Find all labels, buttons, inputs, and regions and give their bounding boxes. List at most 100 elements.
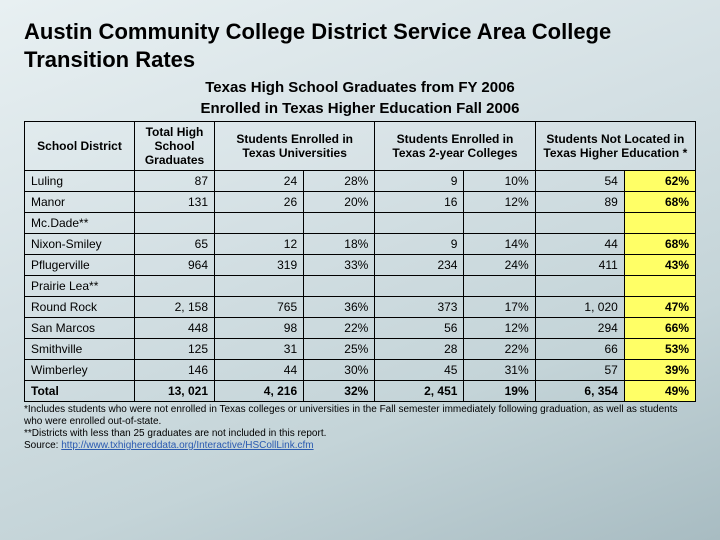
notloc-p-cell: 39% — [624, 360, 695, 381]
table-row: Mc.Dade** — [25, 213, 696, 234]
notloc-p-cell: 66% — [624, 318, 695, 339]
grads-cell: 87 — [135, 171, 215, 192]
district-cell: Wimberley — [25, 360, 135, 381]
notloc-p-cell — [624, 276, 695, 297]
subtitle-line-1: Texas High School Graduates from FY 2006 — [24, 79, 696, 96]
district-cell: Total — [25, 381, 135, 402]
district-cell: Luling — [25, 171, 135, 192]
district-cell: Smithville — [25, 339, 135, 360]
univ-p-cell: 36% — [304, 297, 375, 318]
twoyr-p-cell: 10% — [464, 171, 535, 192]
twoyr-n-cell: 9 — [375, 171, 464, 192]
univ-p-cell: 22% — [304, 318, 375, 339]
grads-cell: 2, 158 — [135, 297, 215, 318]
univ-p-cell: 32% — [304, 381, 375, 402]
notloc-p-cell: 62% — [624, 171, 695, 192]
col-district: School District — [25, 122, 135, 171]
district-cell: Pflugerville — [25, 255, 135, 276]
twoyr-p-cell: 22% — [464, 339, 535, 360]
table-row: Prairie Lea** — [25, 276, 696, 297]
univ-n-cell: 4, 216 — [215, 381, 304, 402]
notloc-n-cell: 54 — [535, 171, 624, 192]
notloc-n-cell: 57 — [535, 360, 624, 381]
twoyr-p-cell: 19% — [464, 381, 535, 402]
twoyr-n-cell: 2, 451 — [375, 381, 464, 402]
district-cell: Prairie Lea** — [25, 276, 135, 297]
footnote-source-label: Source: — [24, 440, 61, 451]
univ-n-cell: 98 — [215, 318, 304, 339]
twoyr-n-cell: 56 — [375, 318, 464, 339]
notloc-n-cell — [535, 213, 624, 234]
grads-cell: 13, 021 — [135, 381, 215, 402]
univ-n-cell — [215, 276, 304, 297]
univ-n-cell: 24 — [215, 171, 304, 192]
univ-p-cell: 30% — [304, 360, 375, 381]
notloc-p-cell — [624, 213, 695, 234]
notloc-n-cell: 411 — [535, 255, 624, 276]
table-row: Manor1312620%1612%8968% — [25, 192, 696, 213]
transition-rates-table: School District Total High School Gradua… — [24, 121, 696, 402]
notloc-n-cell: 1, 020 — [535, 297, 624, 318]
subtitle-line-2: Enrolled in Texas Higher Education Fall … — [24, 100, 696, 117]
page-title: Austin Community College District Servic… — [24, 18, 696, 73]
twoyr-p-cell: 17% — [464, 297, 535, 318]
table-header-row: School District Total High School Gradua… — [25, 122, 696, 171]
table-row: San Marcos4489822%5612%29466% — [25, 318, 696, 339]
col-universities: Students Enrolled in Texas Universities — [215, 122, 375, 171]
univ-n-cell: 26 — [215, 192, 304, 213]
twoyr-n-cell: 234 — [375, 255, 464, 276]
col-not-located: Students Not Located in Texas Higher Edu… — [535, 122, 695, 171]
twoyr-p-cell: 12% — [464, 318, 535, 339]
grads-cell — [135, 276, 215, 297]
univ-p-cell — [304, 276, 375, 297]
twoyr-n-cell: 45 — [375, 360, 464, 381]
table-row: Smithville1253125%2822%6653% — [25, 339, 696, 360]
grads-cell — [135, 213, 215, 234]
footnote-2: **Districts with less than 25 graduates … — [24, 428, 696, 440]
footnote-1: *Includes students who were not enrolled… — [24, 404, 696, 428]
twoyr-n-cell: 16 — [375, 192, 464, 213]
district-cell: Manor — [25, 192, 135, 213]
notloc-n-cell — [535, 276, 624, 297]
table-row: Pflugerville96431933%23424%41143% — [25, 255, 696, 276]
notloc-p-cell: 43% — [624, 255, 695, 276]
grads-cell: 65 — [135, 234, 215, 255]
univ-p-cell: 33% — [304, 255, 375, 276]
notloc-n-cell: 44 — [535, 234, 624, 255]
notloc-p-cell: 47% — [624, 297, 695, 318]
univ-p-cell — [304, 213, 375, 234]
twoyr-p-cell: 12% — [464, 192, 535, 213]
col-total-grads: Total High School Graduates — [135, 122, 215, 171]
grads-cell: 125 — [135, 339, 215, 360]
table-total-row: Total13, 0214, 21632%2, 45119%6, 35449% — [25, 381, 696, 402]
twoyr-p-cell: 31% — [464, 360, 535, 381]
grads-cell: 146 — [135, 360, 215, 381]
notloc-p-cell: 53% — [624, 339, 695, 360]
source-link[interactable]: http://www.txhighereddata.org/Interactiv… — [61, 440, 313, 451]
univ-n-cell — [215, 213, 304, 234]
table-row: Nixon-Smiley651218%914%4468% — [25, 234, 696, 255]
grads-cell: 448 — [135, 318, 215, 339]
notloc-p-cell: 68% — [624, 234, 695, 255]
col-two-year: Students Enrolled in Texas 2-year Colleg… — [375, 122, 535, 171]
twoyr-p-cell — [464, 276, 535, 297]
univ-n-cell: 31 — [215, 339, 304, 360]
twoyr-n-cell: 373 — [375, 297, 464, 318]
notloc-n-cell: 66 — [535, 339, 624, 360]
twoyr-p-cell: 14% — [464, 234, 535, 255]
twoyr-p-cell: 24% — [464, 255, 535, 276]
univ-n-cell: 44 — [215, 360, 304, 381]
notloc-n-cell: 6, 354 — [535, 381, 624, 402]
grads-cell: 131 — [135, 192, 215, 213]
univ-p-cell: 20% — [304, 192, 375, 213]
district-cell: Mc.Dade** — [25, 213, 135, 234]
univ-p-cell: 18% — [304, 234, 375, 255]
table-row: Round Rock2, 15876536%37317%1, 02047% — [25, 297, 696, 318]
notloc-p-cell: 49% — [624, 381, 695, 402]
univ-n-cell: 765 — [215, 297, 304, 318]
twoyr-p-cell — [464, 213, 535, 234]
district-cell: San Marcos — [25, 318, 135, 339]
district-cell: Nixon-Smiley — [25, 234, 135, 255]
univ-n-cell: 12 — [215, 234, 304, 255]
twoyr-n-cell — [375, 276, 464, 297]
